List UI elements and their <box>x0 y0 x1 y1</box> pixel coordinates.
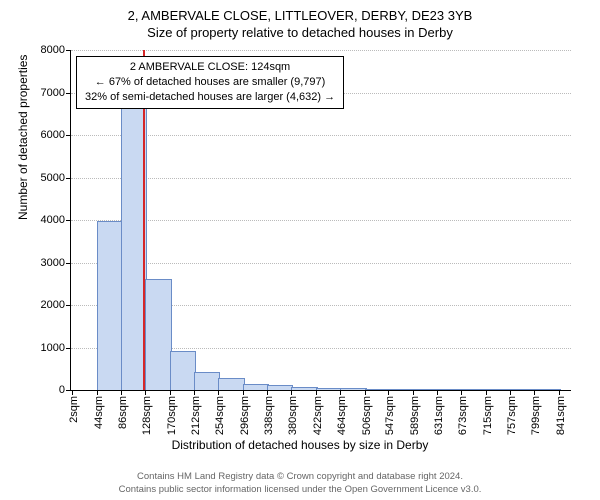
xtick-mark <box>559 390 560 395</box>
histogram-bar <box>340 388 366 390</box>
xtick-label: 422sqm <box>312 396 324 435</box>
histogram-bar <box>267 385 293 390</box>
histogram-bar <box>243 384 269 390</box>
y-axis-label: Number of detached properties <box>16 55 30 220</box>
ytick-label: 3000 <box>41 257 71 269</box>
xtick-mark <box>340 390 341 395</box>
xtick-mark <box>316 390 317 395</box>
xtick-label: 715sqm <box>482 396 494 435</box>
footer-line1: Contains HM Land Registry data © Crown c… <box>0 471 600 483</box>
xtick-label: 44sqm <box>93 396 105 429</box>
histogram-bar <box>462 389 488 390</box>
ytick-label: 5000 <box>41 172 71 184</box>
xtick-label: 841sqm <box>555 396 567 435</box>
xtick-mark <box>365 390 366 395</box>
ytick-label: 2000 <box>41 299 71 311</box>
xtick-label: 757sqm <box>506 396 518 435</box>
annotation-line: ← 67% of detached houses are smaller (9,… <box>85 75 335 90</box>
xtick-label: 673sqm <box>457 396 469 435</box>
footer-attribution: Contains HM Land Registry data © Crown c… <box>0 471 600 496</box>
ytick-label: 4000 <box>41 214 71 226</box>
histogram-bar <box>389 389 415 390</box>
xtick-mark <box>413 390 414 395</box>
xtick-label: 464sqm <box>336 396 348 435</box>
xtick-mark <box>170 390 171 395</box>
xtick-mark <box>388 390 389 395</box>
histogram-bar <box>413 389 439 390</box>
histogram-bar <box>511 389 537 390</box>
histogram-bar <box>97 221 123 390</box>
histogram-bar <box>535 389 561 390</box>
xtick-label: 2sqm <box>68 396 80 423</box>
chart-title-main: 2, AMBERVALE CLOSE, LITTLEOVER, DERBY, D… <box>0 0 600 23</box>
xtick-label: 128sqm <box>141 396 153 435</box>
histogram-bar <box>291 387 317 390</box>
xtick-mark <box>72 390 73 395</box>
xtick-mark <box>145 390 146 395</box>
histogram-bar <box>365 389 391 390</box>
xtick-mark <box>534 390 535 395</box>
xtick-label: 254sqm <box>214 396 226 435</box>
xtick-mark <box>97 390 98 395</box>
x-axis-label: Distribution of detached houses by size … <box>0 438 600 452</box>
xtick-mark <box>267 390 268 395</box>
xtick-label: 212sqm <box>190 396 202 435</box>
annotation-box: 2 AMBERVALE CLOSE: 124sqm← 67% of detach… <box>76 56 344 109</box>
histogram-bar <box>218 378 244 390</box>
xtick-label: 380sqm <box>287 396 299 435</box>
xtick-label: 589sqm <box>409 396 421 435</box>
xtick-mark <box>510 390 511 395</box>
ytick-label: 0 <box>59 384 71 396</box>
xtick-label: 170sqm <box>166 396 178 435</box>
gridline <box>71 50 571 51</box>
xtick-mark <box>486 390 487 395</box>
chart-title-sub: Size of property relative to detached ho… <box>0 23 600 40</box>
histogram-bar <box>145 279 171 391</box>
annotation-line: 32% of semi-detached houses are larger (… <box>85 90 335 105</box>
xtick-mark <box>291 390 292 395</box>
xtick-label: 86sqm <box>117 396 129 429</box>
xtick-mark <box>121 390 122 395</box>
xtick-mark <box>243 390 244 395</box>
ytick-label: 6000 <box>41 129 71 141</box>
ytick-label: 1000 <box>41 342 71 354</box>
histogram-bar <box>194 372 220 390</box>
xtick-mark <box>437 390 438 395</box>
xtick-label: 547sqm <box>384 396 396 435</box>
xtick-mark <box>461 390 462 395</box>
histogram-bar <box>486 389 512 390</box>
ytick-label: 8000 <box>41 44 71 56</box>
xtick-label: 338sqm <box>263 396 275 435</box>
xtick-label: 296sqm <box>239 396 251 435</box>
footer-line2: Contains public sector information licen… <box>0 484 600 496</box>
histogram-bar <box>316 388 342 390</box>
xtick-mark <box>194 390 195 395</box>
xtick-mark <box>218 390 219 395</box>
xtick-label: 631sqm <box>433 396 445 435</box>
xtick-label: 799sqm <box>530 396 542 435</box>
xtick-label: 506sqm <box>361 396 373 435</box>
annotation-line: 2 AMBERVALE CLOSE: 124sqm <box>85 60 335 75</box>
ytick-label: 7000 <box>41 87 71 99</box>
chart-container: 2, AMBERVALE CLOSE, LITTLEOVER, DERBY, D… <box>0 0 600 500</box>
histogram-bar <box>438 389 464 390</box>
histogram-bar <box>170 351 196 390</box>
